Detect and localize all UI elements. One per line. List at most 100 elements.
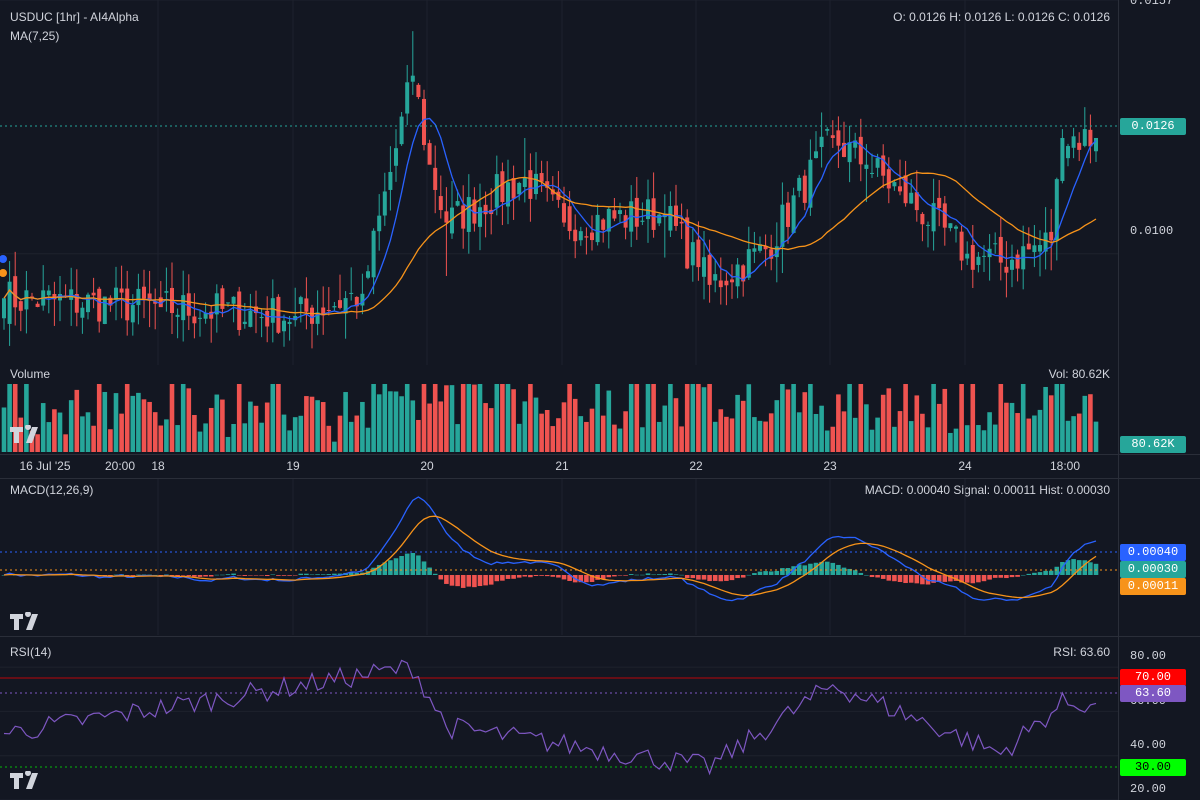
macd-hist-bar <box>976 575 981 583</box>
candle-up <box>86 294 90 313</box>
candle-up <box>315 312 320 324</box>
macd-hist-bar <box>320 574 326 575</box>
volume-bar <box>343 392 348 452</box>
candle-up <box>797 177 802 191</box>
volume-bar <box>455 424 460 452</box>
volume-bar <box>936 403 942 452</box>
ma-indicator-label: MA(7,25) <box>10 29 60 43</box>
candle-up <box>758 244 762 251</box>
rsi-chart[interactable] <box>0 637 1200 800</box>
candle-down <box>914 192 919 211</box>
candle-down <box>998 236 1003 263</box>
volume-bar <box>684 384 690 452</box>
symbol-title: USDUC [1hr] - AI4Alpha <box>10 10 139 24</box>
candle-down <box>830 135 835 138</box>
macd-hist-bar <box>673 574 679 575</box>
candle-up <box>646 199 650 220</box>
macd-hist-bar <box>175 575 180 577</box>
candle-up <box>466 197 471 232</box>
volume-bar <box>673 398 679 452</box>
ma-slow-marker <box>0 269 7 277</box>
candle-up <box>198 317 202 319</box>
candle-down <box>562 203 566 223</box>
candle-up <box>926 224 930 226</box>
volume-bar <box>108 429 113 452</box>
macd-hist-bar <box>729 575 735 581</box>
macd-hist-bar <box>712 575 718 581</box>
macd-hist-bar <box>746 574 752 576</box>
macd-hist-bar <box>561 575 567 580</box>
macd-hist-bar <box>763 571 768 575</box>
candle-up <box>606 208 611 232</box>
volume-bar <box>920 413 925 452</box>
macd-hist-bar <box>315 574 320 575</box>
candle-up <box>993 243 998 245</box>
macd-hist-bar <box>1088 562 1093 575</box>
volume-bar <box>852 417 858 452</box>
candle-up <box>231 296 236 304</box>
candle-down <box>147 293 152 301</box>
macd-chart[interactable] <box>0 479 1200 635</box>
candle-down <box>601 219 606 230</box>
candle-up <box>343 298 348 314</box>
macd-hist-bar <box>292 575 298 576</box>
macd-hist-bar <box>393 558 399 575</box>
tradingview-logo-icon <box>10 425 38 443</box>
volume-bar <box>931 384 936 452</box>
volume-bar <box>40 403 46 452</box>
volume-bar <box>427 403 432 452</box>
volume-bar <box>500 384 505 452</box>
macd-hist-bar <box>455 575 460 587</box>
candle-up <box>181 295 186 321</box>
volume-bar <box>287 430 292 452</box>
volume-bar <box>830 426 836 452</box>
volume-bar <box>382 384 388 452</box>
candle-down <box>858 136 863 165</box>
volume-bar <box>1020 384 1026 452</box>
macd-hist-bar <box>813 562 819 575</box>
macd-hist-bar <box>544 575 550 577</box>
macd-hist-bar <box>718 575 724 582</box>
hist-badge: 0.00030 <box>1120 561 1186 578</box>
candle-down <box>1015 254 1020 269</box>
candle-up <box>259 316 264 319</box>
candle-down <box>942 203 947 228</box>
price-chart[interactable] <box>0 0 1200 365</box>
candle-down <box>326 309 331 311</box>
volume-bar <box>264 402 270 452</box>
macd-hist-bar <box>634 574 640 576</box>
candle-down <box>142 286 146 299</box>
volume-bar <box>970 384 976 452</box>
candle-up <box>332 306 337 308</box>
time-label: 20 <box>420 459 434 473</box>
candle-up <box>819 136 824 147</box>
volume-bar <box>1026 418 1032 452</box>
macd-hist-bar <box>130 575 136 576</box>
macd-hist-bar <box>752 573 757 575</box>
candle-up <box>892 182 897 187</box>
tradingview-logo-icon <box>10 612 38 630</box>
volume-bar <box>248 401 253 452</box>
volume-bar <box>528 384 533 452</box>
candle-up <box>130 305 135 323</box>
macd-hist-bar <box>225 574 231 575</box>
macd-hist-bar <box>1004 575 1009 579</box>
candle-up <box>976 256 981 265</box>
macd-hist-bar <box>578 575 584 583</box>
macd-hist-bar <box>903 575 908 584</box>
candle-up <box>282 320 286 332</box>
volume-bar <box>836 394 841 452</box>
macd-hist-bar <box>270 574 276 576</box>
candle-down <box>886 169 891 189</box>
candle-up <box>242 321 247 325</box>
rsi-oversold-badge: 30.00 <box>1120 759 1186 776</box>
volume-bar <box>987 412 992 452</box>
candle-up <box>870 172 874 174</box>
volume-bar <box>550 426 556 452</box>
macd-hist-bar <box>964 575 970 583</box>
candle-up <box>702 257 706 277</box>
candle-down <box>209 311 214 319</box>
volume-bar <box>242 423 248 452</box>
volume-bar <box>998 384 1004 452</box>
